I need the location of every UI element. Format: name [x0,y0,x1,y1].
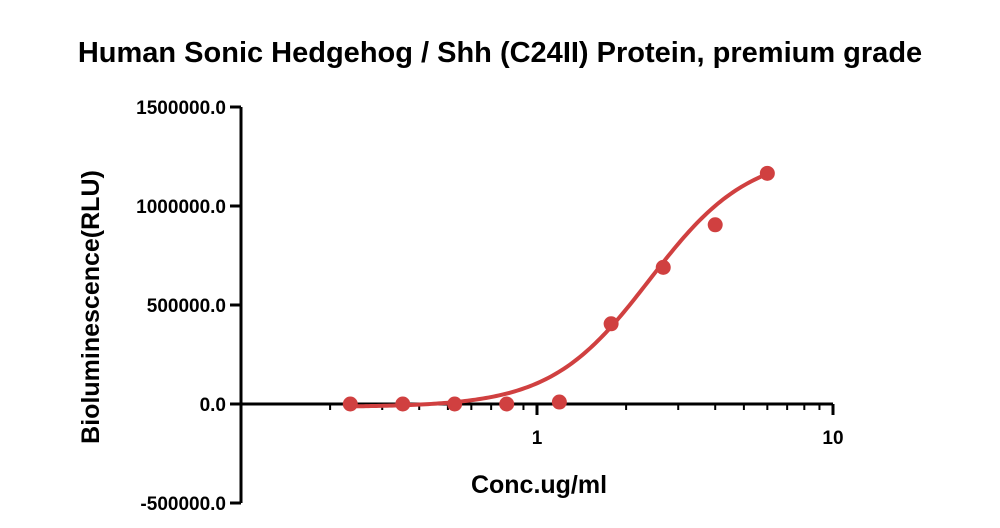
x-axis-label: Conc.ug/ml [471,471,607,499]
y-tick-label: 1500000.0 [136,98,226,119]
fit-curve [348,172,770,409]
x-axis: 1 10 [241,402,844,449]
data-point [603,316,619,332]
data-point [342,396,358,412]
data-point [759,165,775,181]
x-tick-label: 10 [822,428,843,449]
data-point [551,394,567,410]
chart-title: Human Sonic Hedgehog / Shh (C24II) Prote… [78,37,922,69]
data-point [655,259,671,275]
data-point [499,396,515,412]
y-tick-label: -500000.0 [140,494,226,515]
y-tick-label: 0.0 [200,395,226,416]
y-axis: -500000.0 0.0 500000.0 1000000.0 1500000.0 [136,98,243,515]
y-tick-label: 1000000.0 [136,197,226,218]
x-tick-label: 1 [532,428,543,449]
data-point [395,396,411,412]
data-point [707,217,723,233]
data-point [447,396,463,412]
y-axis-label: Bioluminescence(RLU) [77,170,105,444]
data-points [342,165,775,412]
y-tick-label: 500000.0 [147,296,226,317]
